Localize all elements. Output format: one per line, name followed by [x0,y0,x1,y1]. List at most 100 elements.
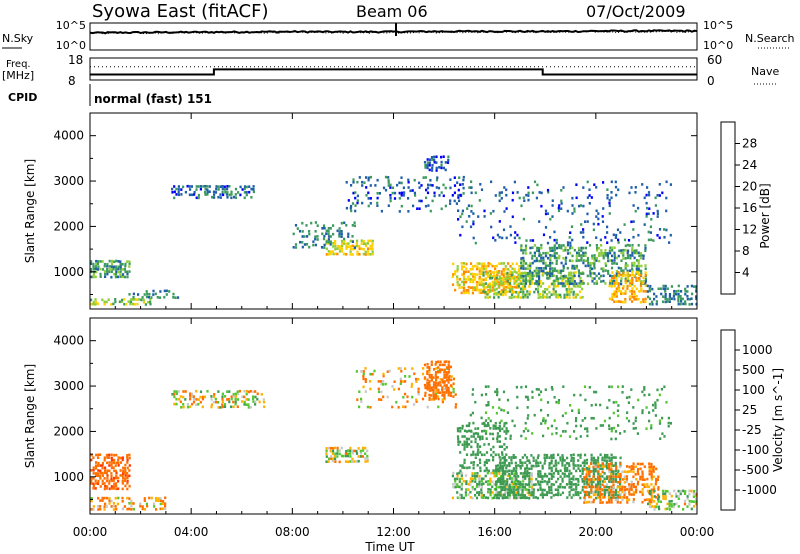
velocity-cell [650,462,653,466]
power-cell [380,209,383,213]
velocity-cell [460,487,463,491]
power-cell [314,235,317,238]
velocity-cell [145,502,148,506]
velocity-cell [97,508,100,511]
power-cell [576,285,580,288]
velocity-cell [668,505,671,508]
nave-right-bottom-tick: 0 [707,74,715,88]
x-tick-label: 08:00 [275,525,310,539]
velocity-cell [601,456,604,460]
velocity-cell [258,400,261,404]
velocity-cell [494,427,497,430]
velocity-cell [461,435,464,438]
velocity-cell [126,454,129,457]
power-cell [484,264,487,268]
power-cell [549,264,552,267]
velocity-cell [616,498,619,502]
velocity-cell [443,384,446,387]
power-cell [387,181,390,184]
velocity-cell [568,472,571,476]
velocity-cell [545,456,548,459]
power-cell [484,270,488,274]
velocity-cell [478,474,481,478]
velocity-cell [428,396,431,400]
power-cell [578,254,581,257]
velocity-cell [380,382,383,386]
power-cell [462,175,465,179]
velocity-cell [586,483,589,486]
power-cell [508,290,511,293]
power-cell [90,262,93,265]
velocity-cell [548,462,551,465]
velocity-cell [449,394,453,397]
power-cell [662,284,665,288]
power-cell [560,189,563,192]
power-cell [234,193,237,196]
power-cell [424,166,427,169]
velocity-cell [539,461,542,464]
velocity-cell [608,470,611,473]
velocity-cell [664,489,667,493]
velocity-cell [503,422,506,425]
velocity-cell [522,479,525,483]
power-cell [608,201,611,205]
velocity-cell [443,397,446,401]
power-cell [115,267,118,271]
velocity-cell [512,456,515,459]
power-cell [509,272,512,276]
power-cell [482,267,486,271]
power-cell [639,284,643,288]
power-cell [176,296,180,299]
velocity-cell [119,469,122,472]
power-cell [615,279,618,283]
power-cell [353,221,356,224]
velocity-cell [540,422,543,425]
power-cell [400,194,403,197]
power-cell [362,248,365,251]
power-cell [571,277,574,280]
power-cell [524,282,528,285]
velocity-cell [97,469,100,472]
power-cell [613,276,616,280]
power-cell [617,254,620,258]
power-cell [312,240,315,243]
velocity-cell [494,480,498,484]
power-cell [608,259,612,262]
velocity-cell [336,455,339,458]
power-cell [556,279,559,283]
velocity-cell [155,508,158,511]
power-cell [465,280,468,284]
velocity-cell [90,477,93,480]
velocity-cell [648,462,651,465]
velocity-cell [436,370,440,374]
velocity-cell [404,367,407,370]
power-cell [673,292,676,296]
power-cell [367,247,370,250]
power-cell [433,155,436,159]
power-cell [366,242,370,245]
velocity-cell [534,483,537,486]
power-cell [537,284,540,288]
velocity-cell [601,470,604,474]
velocity-cell [603,493,606,497]
velocity-cell [643,388,646,391]
velocity-cell [508,462,511,465]
power-cell [163,295,166,299]
power-cell [580,257,583,260]
power-cell [387,184,390,187]
velocity-cell [533,413,536,417]
velocity-cell [254,395,257,399]
power-cell [371,245,374,248]
velocity-cell [650,470,653,473]
velocity-cell [366,449,369,453]
power-cell [511,215,514,219]
power-cell [530,279,533,283]
power-cell [501,236,504,240]
velocity-cell [115,471,118,475]
power-cell [325,229,328,233]
power-cell [524,279,527,283]
velocity-cell [523,470,527,473]
power-cell [447,158,450,162]
power-cell [362,242,365,246]
velocity-cell [510,488,513,492]
